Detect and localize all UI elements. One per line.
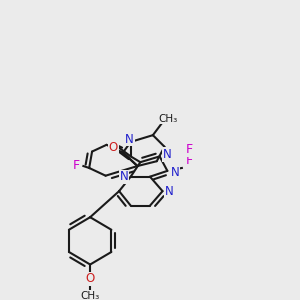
Text: F: F (186, 143, 193, 156)
Text: F: F (73, 159, 80, 172)
Text: O: O (109, 141, 118, 154)
Text: N: N (171, 166, 179, 179)
Text: N: N (125, 133, 134, 146)
Text: N: N (120, 170, 128, 183)
Text: O: O (85, 272, 95, 286)
Text: CH₃: CH₃ (80, 291, 100, 300)
Text: N: N (163, 148, 172, 161)
Text: N: N (165, 184, 174, 198)
Text: F: F (186, 154, 193, 167)
Text: CH₃: CH₃ (159, 114, 178, 124)
